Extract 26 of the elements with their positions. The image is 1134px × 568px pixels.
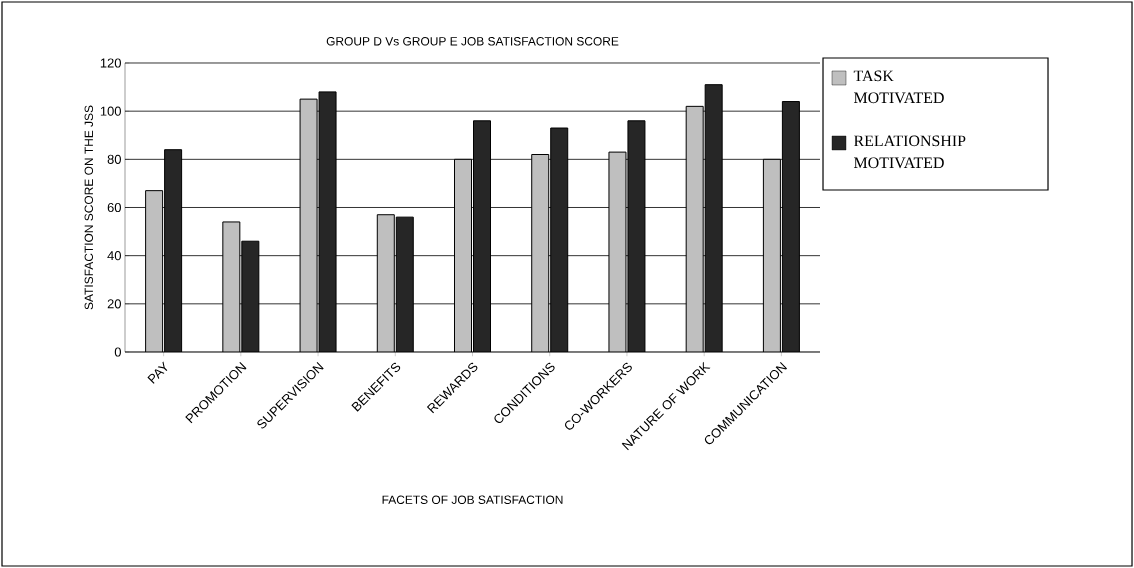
y-tick-label: 40 [107,251,121,261]
y-tick-label: 0 [114,347,121,357]
y-tick-label: 60 [107,202,121,213]
bar [473,120,491,352]
bar [241,240,260,352]
bar [781,101,800,352]
bar [762,158,781,352]
bar [164,149,183,352]
bar [704,84,723,352]
y-axis-title: SATISFACTION SCORE ON THE JSS [84,105,94,310]
bar [685,105,704,352]
y-tick-label: 120 [100,58,121,68]
bar [531,154,550,352]
y-tick-label: 100 [100,106,121,116]
legend-label: RELATIONSHIP MOTIVATED [853,135,966,169]
bar [550,127,569,352]
x-axis-title: FACETS OF JOB SATISFACTION [382,495,563,504]
y-tick-label: 80 [107,154,121,164]
y-tick-label: 20 [107,299,121,309]
bar [395,216,414,352]
legend-label: TASK MOTIVATED [853,70,944,104]
bar [145,190,164,352]
bar [454,158,473,352]
bar [222,221,241,352]
bar [376,214,395,352]
chart-title: GROUP D Vs GROUP E JOB SATISFACTION SCORE [326,37,619,46]
